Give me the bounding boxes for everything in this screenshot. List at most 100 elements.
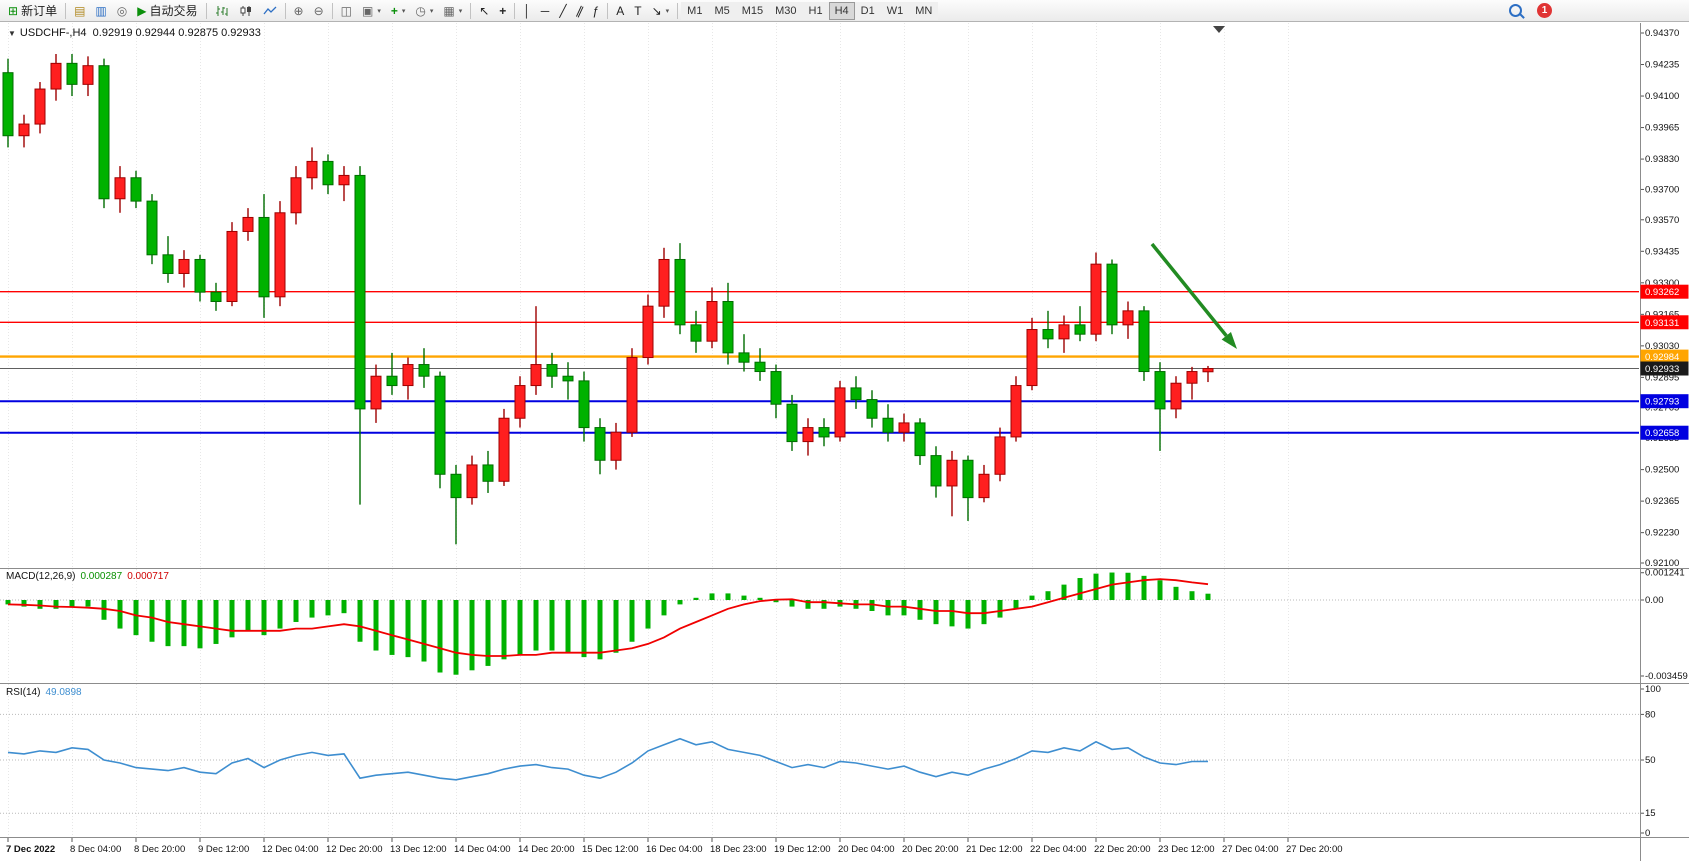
svg-text:0.94370: 0.94370	[1645, 28, 1679, 39]
search-button[interactable]	[1504, 1, 1527, 20]
indicators-button[interactable]: + ▾	[386, 1, 411, 20]
tile-windows-button[interactable]: ◫	[336, 1, 357, 20]
rsi-indicator-label: RSI(14) 49.0898	[6, 687, 82, 698]
timeframe-m30-button[interactable]: M30	[769, 1, 803, 20]
cursor-icon: ↖	[479, 3, 490, 18]
crosshair-icon: +	[499, 3, 507, 18]
text-button[interactable]: A	[611, 1, 629, 20]
rsi-name: RSI(14)	[6, 687, 41, 698]
candlestick-chart-button[interactable]	[234, 1, 258, 20]
svg-text:0.92500: 0.92500	[1645, 465, 1679, 476]
svg-text:0.92658: 0.92658	[1645, 428, 1679, 439]
chevron-down-icon: ▾	[377, 7, 381, 15]
svg-text:0.001241: 0.001241	[1645, 568, 1685, 579]
autotrading-button[interactable]: ▶ 自动交易	[132, 1, 202, 20]
svg-text:0.00: 0.00	[1645, 595, 1664, 606]
navigator-button[interactable]: ◎	[112, 1, 132, 20]
new-order-icon: ⊞	[8, 3, 19, 18]
svg-text:21 Dec 12:00: 21 Dec 12:00	[966, 844, 1023, 855]
fibonacci-button[interactable]: ƒ	[588, 1, 605, 20]
new-chart-button[interactable]: ▣ ▾	[357, 1, 386, 20]
new-chart-icon: ▣	[361, 3, 374, 18]
svg-text:19 Dec 12:00: 19 Dec 12:00	[774, 844, 831, 855]
svg-text:15 Dec 12:00: 15 Dec 12:00	[582, 844, 639, 855]
line-chart-button[interactable]	[258, 1, 282, 20]
text-label-icon: T	[634, 3, 642, 18]
svg-text:0.92765: 0.92765	[1645, 403, 1679, 414]
trend-line-button[interactable]: ╱	[554, 1, 571, 20]
timeframe-h1-button[interactable]: H1	[802, 1, 829, 20]
timeframe-m5-button[interactable]: M5	[708, 1, 736, 20]
crosshair-button[interactable]: +	[494, 1, 511, 20]
separator	[331, 2, 333, 19]
timeframe-m1-button[interactable]: M1	[681, 1, 709, 20]
search-icon	[1509, 4, 1522, 17]
svg-text:12 Dec 04:00: 12 Dec 04:00	[262, 844, 319, 855]
timeframe-m15-button[interactable]: M15	[735, 1, 770, 20]
templates-button[interactable]: ▦ ▾	[438, 1, 467, 20]
bar-chart-icon	[215, 5, 227, 16]
svg-text:0: 0	[1645, 828, 1650, 839]
svg-text:14 Dec 20:00: 14 Dec 20:00	[518, 844, 575, 855]
candlestick-chart-icon	[240, 5, 251, 16]
bar-chart-button[interactable]	[210, 1, 234, 20]
svg-text:9 Dec 12:00: 9 Dec 12:00	[198, 844, 249, 855]
svg-text:0.92933: 0.92933	[1645, 364, 1679, 375]
svg-text:80: 80	[1645, 709, 1656, 720]
timeframe-d1-button[interactable]: D1	[854, 1, 881, 20]
svg-text:27 Dec 04:00: 27 Dec 04:00	[1222, 844, 1279, 855]
navigator-icon: ◎	[116, 3, 128, 18]
cursor-button[interactable]: ↖	[474, 1, 494, 20]
tile-windows-icon: ◫	[340, 3, 352, 18]
macd-indicator-label: MACD(12,26,9) 0.000287 0.000717	[6, 571, 169, 582]
svg-text:0.93965: 0.93965	[1645, 123, 1679, 134]
svg-text:0.93300: 0.93300	[1645, 278, 1679, 289]
market-watch-icon: ▤	[74, 3, 86, 18]
vertical-line-button[interactable]: │	[518, 1, 536, 20]
fibonacci-icon: ƒ	[592, 3, 600, 18]
timeframe-mn-button[interactable]: MN	[909, 1, 939, 20]
svg-text:15: 15	[1645, 808, 1656, 819]
separator	[470, 2, 472, 19]
separator	[65, 2, 67, 19]
svg-text:18 Dec 23:00: 18 Dec 23:00	[710, 844, 767, 855]
svg-text:0.92984: 0.92984	[1645, 352, 1679, 363]
symbol-period-label: USDCHF-,H4	[19, 27, 87, 39]
svg-text:12 Dec 20:00: 12 Dec 20:00	[326, 844, 383, 855]
svg-text:14 Dec 04:00: 14 Dec 04:00	[454, 844, 511, 855]
separator	[284, 2, 286, 19]
chart-title: ▼ USDCHF-,H4 0.92919 0.92944 0.92875 0.92…	[8, 27, 261, 39]
rsi-value: 49.0898	[45, 687, 82, 698]
timeframe-w1-button[interactable]: W1	[880, 1, 910, 20]
periods-button[interactable]: ◷ ▾	[410, 1, 438, 20]
svg-text:20 Dec 04:00: 20 Dec 04:00	[838, 844, 895, 855]
notification-badge[interactable]: 1	[1537, 3, 1552, 18]
timeframe-h4-button[interactable]: H4	[828, 1, 855, 20]
svg-text:7 Dec 2022: 7 Dec 2022	[6, 844, 55, 855]
line-chart-icon	[262, 6, 276, 14]
market-watch-button[interactable]: ▤	[69, 1, 90, 20]
svg-text:0.92895: 0.92895	[1645, 372, 1679, 383]
arrows-button[interactable]: ↘ ▾	[647, 1, 675, 20]
svg-text:0.94100: 0.94100	[1645, 91, 1679, 102]
ohlc-quote-label: 0.92919 0.92944 0.92875 0.92933	[92, 27, 261, 39]
zoom-in-button[interactable]: ⊕	[289, 1, 309, 20]
one-click-trading-icon[interactable]: ▼	[8, 29, 16, 38]
horizontal-line-button[interactable]: ─	[536, 1, 555, 20]
indicators-icon: +	[390, 3, 398, 18]
periods-icon: ◷	[415, 3, 426, 18]
svg-text:22 Dec 04:00: 22 Dec 04:00	[1030, 844, 1087, 855]
svg-text:0.94235: 0.94235	[1645, 60, 1679, 71]
svg-text:0.92365: 0.92365	[1645, 496, 1679, 507]
autotrading-label: 自动交易	[149, 4, 198, 18]
equidistant-channel-button[interactable]: ∥	[572, 1, 588, 20]
data-window-button[interactable]: ▥	[90, 1, 111, 20]
new-order-button[interactable]: ⊞ 新订单	[3, 1, 62, 20]
svg-text:0.93435: 0.93435	[1645, 246, 1679, 257]
svg-text:0.93570: 0.93570	[1645, 215, 1679, 226]
svg-text:0.93165: 0.93165	[1645, 309, 1679, 320]
text-label-button[interactable]: T	[629, 1, 646, 20]
separator	[514, 2, 516, 19]
zoom-out-button[interactable]: ⊖	[309, 1, 329, 20]
